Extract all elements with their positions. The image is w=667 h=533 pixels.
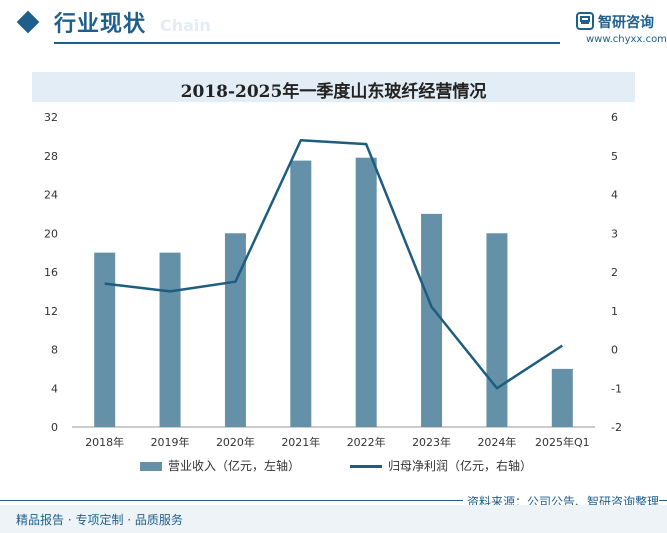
x-tick-label: 2020年 [216,435,255,449]
y-right-tick-label: -1 [611,382,622,395]
chart-title: 2018-2025年一季度山东玻纤经营情况 [180,82,487,102]
legend-swatch-bar [140,462,162,471]
section-title: 行业现状 [54,12,147,37]
revenue-bar [551,368,573,427]
chart-title-band: 2018-2025年一季度山东玻纤经营情况 [32,72,635,102]
y-left-tick-label: 4 [51,382,58,395]
y-left-tick-label: 24 [44,189,58,202]
x-tick-label: 2025年Q1 [535,435,590,449]
header-rule [54,42,560,44]
footer-tagline: 精品报告 · 专项定制 · 品质服务 [16,513,183,527]
brand-logo: 智研咨询 www.chyxx.com [576,12,667,48]
legend-label-revenue: 营业收入（亿元，左轴） [168,459,301,473]
y-right-tick-label: -2 [611,421,622,434]
logo-icon [576,12,594,30]
x-tick-label: 2023年 [412,435,451,449]
page-header: 行业现状 Chain 智研咨询 www.chyxx.com [0,0,667,50]
legend-label-profit: 归母净利润（亿元，右轴） [388,459,533,473]
revenue-bar [290,160,312,427]
y-right-tick-label: 2 [611,266,618,279]
legend-item-revenue: 营业收入（亿元，左轴） [140,457,300,474]
y-left-tick-label: 12 [44,305,58,318]
y-left-tick-label: 16 [44,266,58,279]
y-left-tick-label: 0 [51,421,58,434]
logo-url: www.chyxx.com [586,34,667,45]
profit-line [104,139,563,390]
y-left-tick-label: 8 [51,344,58,357]
revenue-bar [421,213,443,427]
y-right-tick-label: 1 [611,305,618,318]
revenue-bar [224,233,246,427]
legend: 营业收入（亿元，左轴） 归母净利润（亿元，右轴） [120,457,560,477]
x-tick-label: 2018年 [85,435,124,449]
y-left-tick-label: 28 [44,150,58,163]
revenue-bar [94,252,116,427]
revenue-bar [159,252,181,427]
revenue-bar [486,233,508,427]
y-right-tick-label: 5 [611,150,618,163]
y-right-tick-label: 3 [611,227,618,240]
y-left-tick-label: 32 [44,111,58,124]
source-rule [0,500,667,501]
legend-swatch-line [350,465,382,468]
y-left-tick-label: 20 [44,227,58,240]
logo-name: 智研咨询 [598,15,654,31]
section-ghost-text: Chain [160,16,211,35]
revenue-bar [355,157,377,427]
footer-bar: 精品报告 · 专项定制 · 品质服务 [0,505,667,533]
x-tick-label: 2021年 [281,435,320,449]
y-right-tick-label: 4 [611,189,618,202]
legend-item-profit: 归母净利润（亿元，右轴） [350,457,532,474]
x-tick-label: 2019年 [151,435,190,449]
y-right-tick-label: 6 [611,111,618,124]
y-right-tick-label: 0 [611,344,618,357]
x-tick-label: 2022年 [347,435,386,449]
x-tick-label: 2024年 [477,435,516,449]
